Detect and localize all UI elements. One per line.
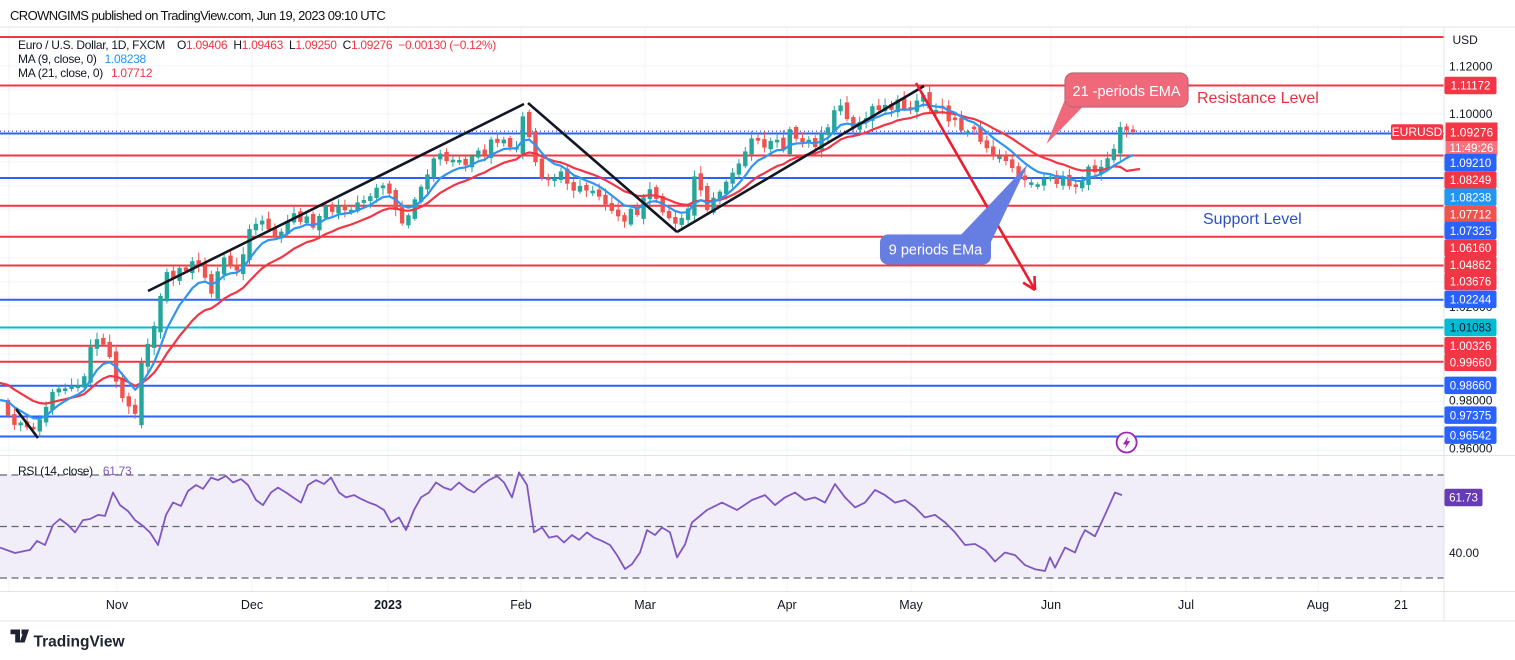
svg-text:61.73: 61.73 (1449, 493, 1478, 505)
svg-text:0.99660: 0.99660 (1450, 358, 1492, 370)
svg-text:0.98660: 0.98660 (1450, 381, 1492, 393)
svg-text:Nov: Nov (106, 598, 129, 612)
svg-text:1.03676: 1.03676 (1450, 277, 1492, 289)
svg-text:1.04862: 1.04862 (1450, 260, 1492, 272)
svg-text:EURUSD: EURUSD (1392, 125, 1443, 139)
svg-text:Jun: Jun (1041, 598, 1061, 612)
svg-text:0.96542: 0.96542 (1450, 430, 1492, 442)
svg-text:1.00326: 1.00326 (1450, 341, 1492, 353)
svg-text:1.07712: 1.07712 (1450, 210, 1492, 222)
svg-text:1.07325: 1.07325 (1450, 226, 1492, 238)
svg-text:USD: USD (1453, 33, 1479, 47)
svg-text:1.02244: 1.02244 (1450, 295, 1492, 307)
svg-text:Resistance Level: Resistance Level (1197, 90, 1319, 107)
svg-text:1.09210: 1.09210 (1450, 158, 1492, 170)
svg-text:MA (21, close, 0)1.07712: MA (21, close, 0) 1.07712 (18, 66, 153, 80)
svg-text:1.08249: 1.08249 (1450, 175, 1492, 187)
svg-text:11:49:26: 11:49:26 (1450, 143, 1494, 155)
svg-text:Dec: Dec (241, 598, 263, 612)
svg-text:1.10000: 1.10000 (1449, 107, 1493, 121)
svg-text:Support Level: Support Level (1203, 211, 1302, 228)
svg-text:1.12000: 1.12000 (1449, 60, 1493, 74)
svg-text:21 -periods EMA: 21 -periods EMA (1073, 84, 1181, 100)
svg-text:1.09276: 1.09276 (1450, 125, 1494, 139)
svg-text:0.98000: 0.98000 (1449, 394, 1493, 408)
svg-text:2023: 2023 (374, 598, 402, 612)
svg-text:1.06160: 1.06160 (1450, 243, 1492, 255)
svg-text:May: May (899, 598, 923, 612)
svg-text:CROWNGIMS published on Trading: CROWNGIMS published on TradingView.com, … (10, 8, 385, 23)
svg-text:21: 21 (1394, 598, 1408, 612)
svg-text:Aug: Aug (1307, 598, 1329, 612)
svg-text:Apr: Apr (777, 598, 796, 612)
svg-text:1.01083: 1.01083 (1450, 323, 1492, 335)
svg-text:9 periods EMa: 9 periods EMa (889, 243, 983, 259)
svg-text:Jul: Jul (1178, 598, 1194, 612)
svg-text:1.11172: 1.11172 (1451, 81, 1491, 93)
svg-text:40.00: 40.00 (1449, 546, 1479, 560)
svg-text:0.96000: 0.96000 (1449, 442, 1493, 456)
svg-text:0.97375: 0.97375 (1450, 410, 1492, 422)
svg-text:Mar: Mar (634, 598, 656, 612)
svg-text:MA (9, close, 0)1.08238: MA (9, close, 0) 1.08238 (18, 52, 146, 66)
svg-text:Feb: Feb (510, 598, 532, 612)
svg-text:RSI (14, close)61.73: RSI (14, close) 61.73 (18, 464, 132, 478)
svg-text:1.08238: 1.08238 (1450, 192, 1492, 204)
svg-text:TradingView: TradingView (34, 634, 126, 651)
